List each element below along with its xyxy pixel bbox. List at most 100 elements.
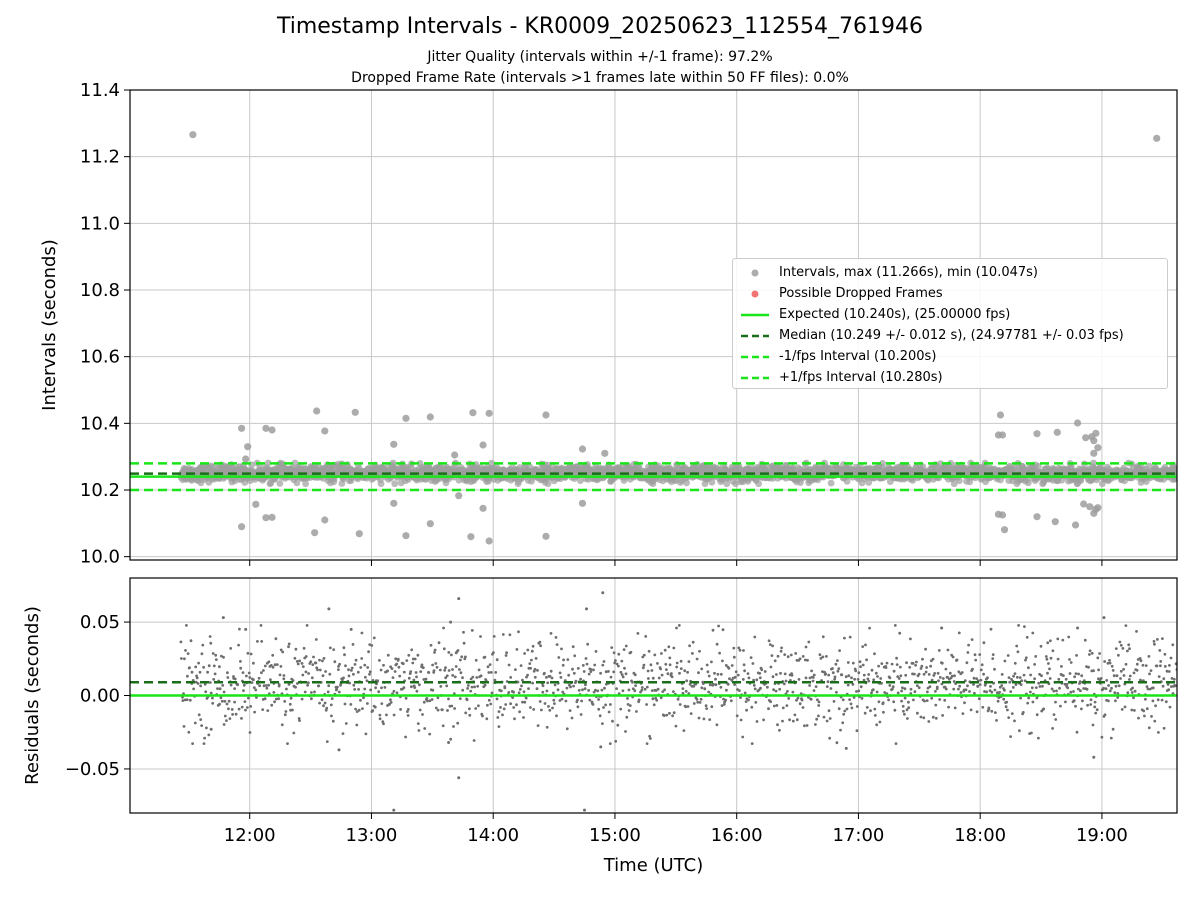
data-point [370,644,374,647]
data-point [1061,638,1065,642]
data-point [401,662,405,666]
data-point [294,685,297,689]
data-point [1142,709,1146,713]
data-point [350,669,353,672]
data-point [1145,707,1149,711]
outlier-point [1082,434,1090,442]
data-point [948,671,952,675]
data-point [507,663,511,667]
data-point [786,690,789,693]
data-point [775,673,778,676]
data-point [517,691,521,695]
data-point [317,684,321,688]
data-point [1046,641,1050,645]
data-point [201,643,205,647]
data-point [183,698,187,702]
outlier-point [485,537,493,545]
data-point [612,651,616,655]
data-point [915,660,918,664]
outlier-point [392,808,396,812]
data-point [828,717,832,720]
data-point [433,648,437,652]
data-point [892,700,896,704]
data-point [615,662,619,666]
data-point [880,662,884,665]
data-point [271,653,275,657]
data-point [1037,736,1040,740]
data-point [737,646,741,650]
data-point [687,660,691,663]
data-point [404,696,408,700]
data-point [938,676,942,679]
data-point [957,687,960,691]
data-point [843,709,847,713]
data-point [461,688,465,692]
data-point [600,688,604,692]
data-point [747,676,751,680]
data-point [492,635,496,638]
data-point [216,687,219,690]
data-point [1167,670,1171,673]
data-point [591,703,595,706]
data-point [846,683,850,687]
data-point [828,736,832,740]
data-point [545,725,549,729]
data-point [804,645,808,649]
data-point [1157,731,1160,734]
data-point [1008,680,1012,684]
data-point [406,714,410,717]
data-point [1006,708,1009,712]
data-point [1044,655,1048,658]
legend-line-minus-fps [741,355,769,359]
data-point [456,721,460,725]
data-point [212,664,216,668]
data-point [1163,665,1167,668]
data-point [601,722,604,725]
data-point [1018,676,1022,679]
data-point [470,685,474,689]
data-point [817,704,821,707]
data-point [983,690,986,693]
plot-area [130,591,1177,812]
data-point [847,674,851,678]
data-point [711,628,715,632]
data-point [584,683,587,687]
data-point [1151,686,1155,690]
data-point [927,720,931,723]
data-point [461,676,464,680]
data-point [1034,686,1038,689]
data-point [1024,656,1028,660]
data-point [650,669,654,672]
data-point [849,702,853,706]
outlier-point [585,607,589,611]
data-point [689,712,693,715]
legend-item: +1/fps Interval (10.280s) [733,368,1167,389]
data-point [871,688,875,691]
outlier-point [1033,513,1041,521]
data-point [1116,696,1120,699]
data-point [418,683,421,687]
data-point [589,670,593,673]
data-point [530,649,534,653]
data-point [675,626,678,630]
data-point [684,689,688,693]
data-point [891,687,894,691]
data-point [826,680,830,684]
data-point [285,687,288,691]
data-point [859,665,862,669]
data-point [743,669,746,673]
data-point [1149,669,1153,672]
data-point [219,696,223,700]
data-point [518,710,521,714]
data-point [1113,691,1117,695]
data-point [353,663,357,666]
data-point [188,698,192,702]
outlier-point [390,440,398,448]
data-point [477,668,481,672]
data-point [1130,708,1134,712]
data-point [788,718,791,722]
data-point [399,708,402,711]
data-point [356,670,360,674]
data-point [825,655,828,658]
data-point [593,663,597,667]
